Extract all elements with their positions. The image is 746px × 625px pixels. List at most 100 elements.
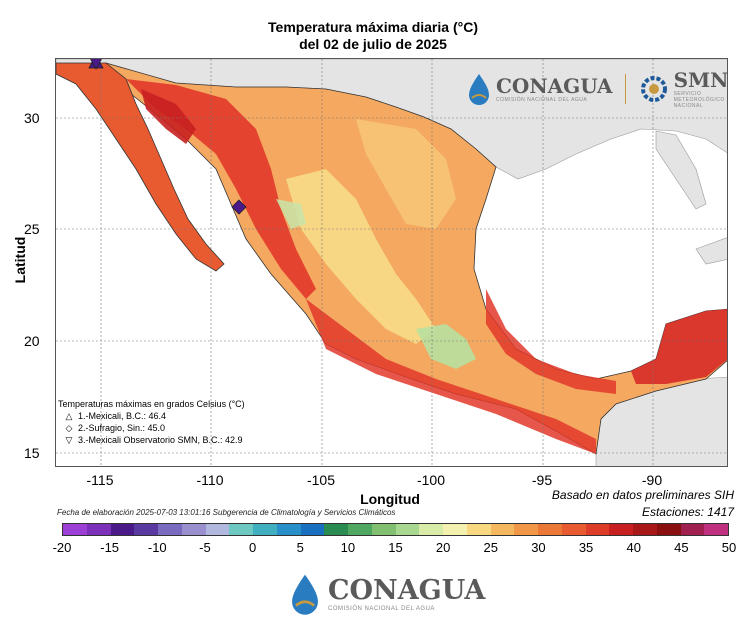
map-title-line2: del 02 de julio de 2025 — [299, 36, 447, 52]
triangle-down-icon: ▽ — [65, 435, 73, 445]
colorbar — [62, 523, 729, 536]
colorbar-segment-8 — [253, 524, 277, 535]
colorbar-label-8: 20 — [435, 540, 451, 555]
colorbar-segment-3 — [134, 524, 158, 535]
diamond-icon: ◇ — [65, 423, 73, 433]
top-conagua-logo: CONAGUA COMISIÓN NACIONAL DEL AGUA SMN S… — [466, 68, 728, 109]
colorbar-segment-7 — [229, 524, 253, 535]
bottom-conagua-text: CONAGUA — [328, 575, 486, 606]
mild-zone-north — [356, 119, 456, 229]
triangle-up-icon: △ — [65, 411, 73, 421]
colorbar-label-1: -15 — [100, 540, 120, 555]
colorbar-segment-20 — [538, 524, 562, 535]
xtick-95: -95 — [531, 472, 553, 488]
colorbar-label-14: 50 — [721, 540, 737, 555]
ytick-30: 30 — [24, 110, 40, 126]
colorbar-segment-14 — [395, 524, 420, 535]
cool-zone-sierra — [276, 199, 306, 229]
colorbar-segment-13 — [371, 524, 396, 535]
colorbar-segment-26 — [680, 524, 705, 535]
marker-sufragio[interactable] — [231, 199, 247, 215]
legend-item-3-text: 3.-Mexicali Observatorio SMN, B.C.: 42.9 — [78, 435, 243, 445]
ytick-15: 15 — [24, 445, 40, 461]
legend-item-2: ◇ 2.-Sufragio, Sin.: 45.0 — [58, 422, 245, 434]
colorbar-segment-12 — [348, 524, 372, 535]
florida-land — [655, 130, 707, 210]
colorbar-segment-2 — [110, 524, 135, 535]
legend-item-1: △ 1.-Mexicali, B.C.: 46.4 — [58, 410, 245, 422]
gridlines — [56, 59, 727, 466]
bottom-conagua-sub: COMISIÓN NACIONAL DEL AGUA — [328, 606, 435, 612]
map-title-line1: Temperatura máxima diaria (°C) — [268, 19, 478, 35]
colorbar-segment-16 — [443, 524, 467, 535]
colorbar-label-0: -20 — [52, 540, 72, 555]
colorbar-label-3: -5 — [199, 540, 211, 555]
colorbar-segment-9 — [276, 524, 301, 535]
smn-gear-icon — [640, 76, 667, 102]
colorbar-segment-4 — [158, 524, 182, 535]
map-frame: CONAGUA COMISIÓN NACIONAL DEL AGUA SMN S… — [55, 58, 728, 467]
colorbar-label-13: 45 — [674, 540, 689, 555]
legend-item-3: ▽ 3.-Mexicali Observatorio SMN, B.C.: 42… — [58, 434, 245, 446]
xtick-115: -115 — [86, 472, 114, 488]
colorbar-label-11: 35 — [578, 540, 594, 555]
top-conagua-text: CONAGUA — [496, 74, 613, 98]
colorbar-segment-15 — [419, 524, 443, 535]
colorbar-label-10: 30 — [531, 540, 546, 555]
colorbar-label-6: 10 — [340, 540, 356, 555]
top-smn-sub: SERVICIO METEOROLÓGICO NACIONAL — [673, 91, 725, 109]
colorbar-segment-17 — [466, 524, 491, 535]
colorbar-segment-10 — [300, 524, 325, 535]
data-source-note: Basado en datos preliminares SIH — [551, 488, 734, 502]
xtick-90: -90 — [641, 472, 663, 488]
extremes-legend: Temperaturas máximas en grados Celsius (… — [58, 398, 245, 446]
colorbar-label-12: 40 — [626, 540, 641, 555]
colorbar-segment-1 — [86, 524, 111, 535]
baja-california — [56, 62, 225, 272]
colorbar-segment-24 — [633, 524, 657, 535]
hot-zone-yucatan — [631, 309, 727, 384]
conagua-drop-icon-bottom — [292, 574, 318, 615]
colorbar-segment-27 — [704, 524, 728, 535]
xtick-100: -100 — [416, 472, 446, 488]
colorbar-label-7: 15 — [388, 540, 403, 555]
bottom-conagua-logo: CONAGUA COMISIÓN NACIONAL DEL AGUA — [288, 572, 485, 616]
marker-mexicali-observatorio[interactable] — [90, 59, 102, 70]
hot-zone-gulf — [486, 289, 616, 394]
mild-zone-plateau — [286, 169, 436, 344]
hot-zone-pacific-coast — [306, 299, 596, 454]
xtick-105: -105 — [306, 472, 336, 488]
ytick-20: 20 — [24, 333, 40, 349]
colorbar-segment-5 — [181, 524, 206, 535]
legend-item-2-text: 2.-Sufragio, Sin.: 45.0 — [78, 423, 166, 433]
y-axis-label: Latitud — [12, 236, 28, 284]
colorbar-label-2: -10 — [147, 540, 167, 555]
conagua-drop-icon — [469, 74, 489, 105]
hot-zone-sonora — [126, 79, 316, 299]
logo-divider — [624, 74, 626, 104]
cool-zone-central — [416, 324, 476, 369]
hot-zone-east-baja — [141, 89, 196, 144]
xtick-110: -110 — [196, 472, 224, 488]
colorbar-segment-19 — [514, 524, 538, 535]
temperature-map — [56, 59, 727, 466]
colorbar-segment-25 — [656, 524, 681, 535]
elaboration-date: Fecha de elaboración 2025-07-03 13:01:16… — [57, 508, 396, 517]
colorbar-label-4: 0 — [248, 540, 257, 555]
colorbar-segment-23 — [609, 524, 633, 535]
top-smn-text: SMN — [673, 68, 728, 92]
legend-item-1-text: 1.-Mexicali, B.C.: 46.4 — [78, 411, 167, 421]
colorbar-segment-21 — [561, 524, 586, 535]
cuba-land — [695, 237, 727, 265]
top-conagua-sub: COMISIÓN NACIONAL DEL AGUA — [496, 97, 588, 103]
colorbar-segment-22 — [585, 524, 610, 535]
legend-heading: Temperaturas máximas en grados Celsius (… — [58, 399, 245, 409]
x-axis-label: Longitud — [360, 491, 420, 507]
colorbar-label-9: 25 — [483, 540, 499, 555]
colorbar-segment-0 — [63, 524, 87, 535]
ytick-25: 25 — [24, 221, 40, 237]
colorbar-segment-11 — [324, 524, 348, 535]
colorbar-segment-6 — [205, 524, 230, 535]
colorbar-label-5: 5 — [296, 540, 304, 555]
stations-count: Estaciones: 1417 — [641, 505, 734, 519]
